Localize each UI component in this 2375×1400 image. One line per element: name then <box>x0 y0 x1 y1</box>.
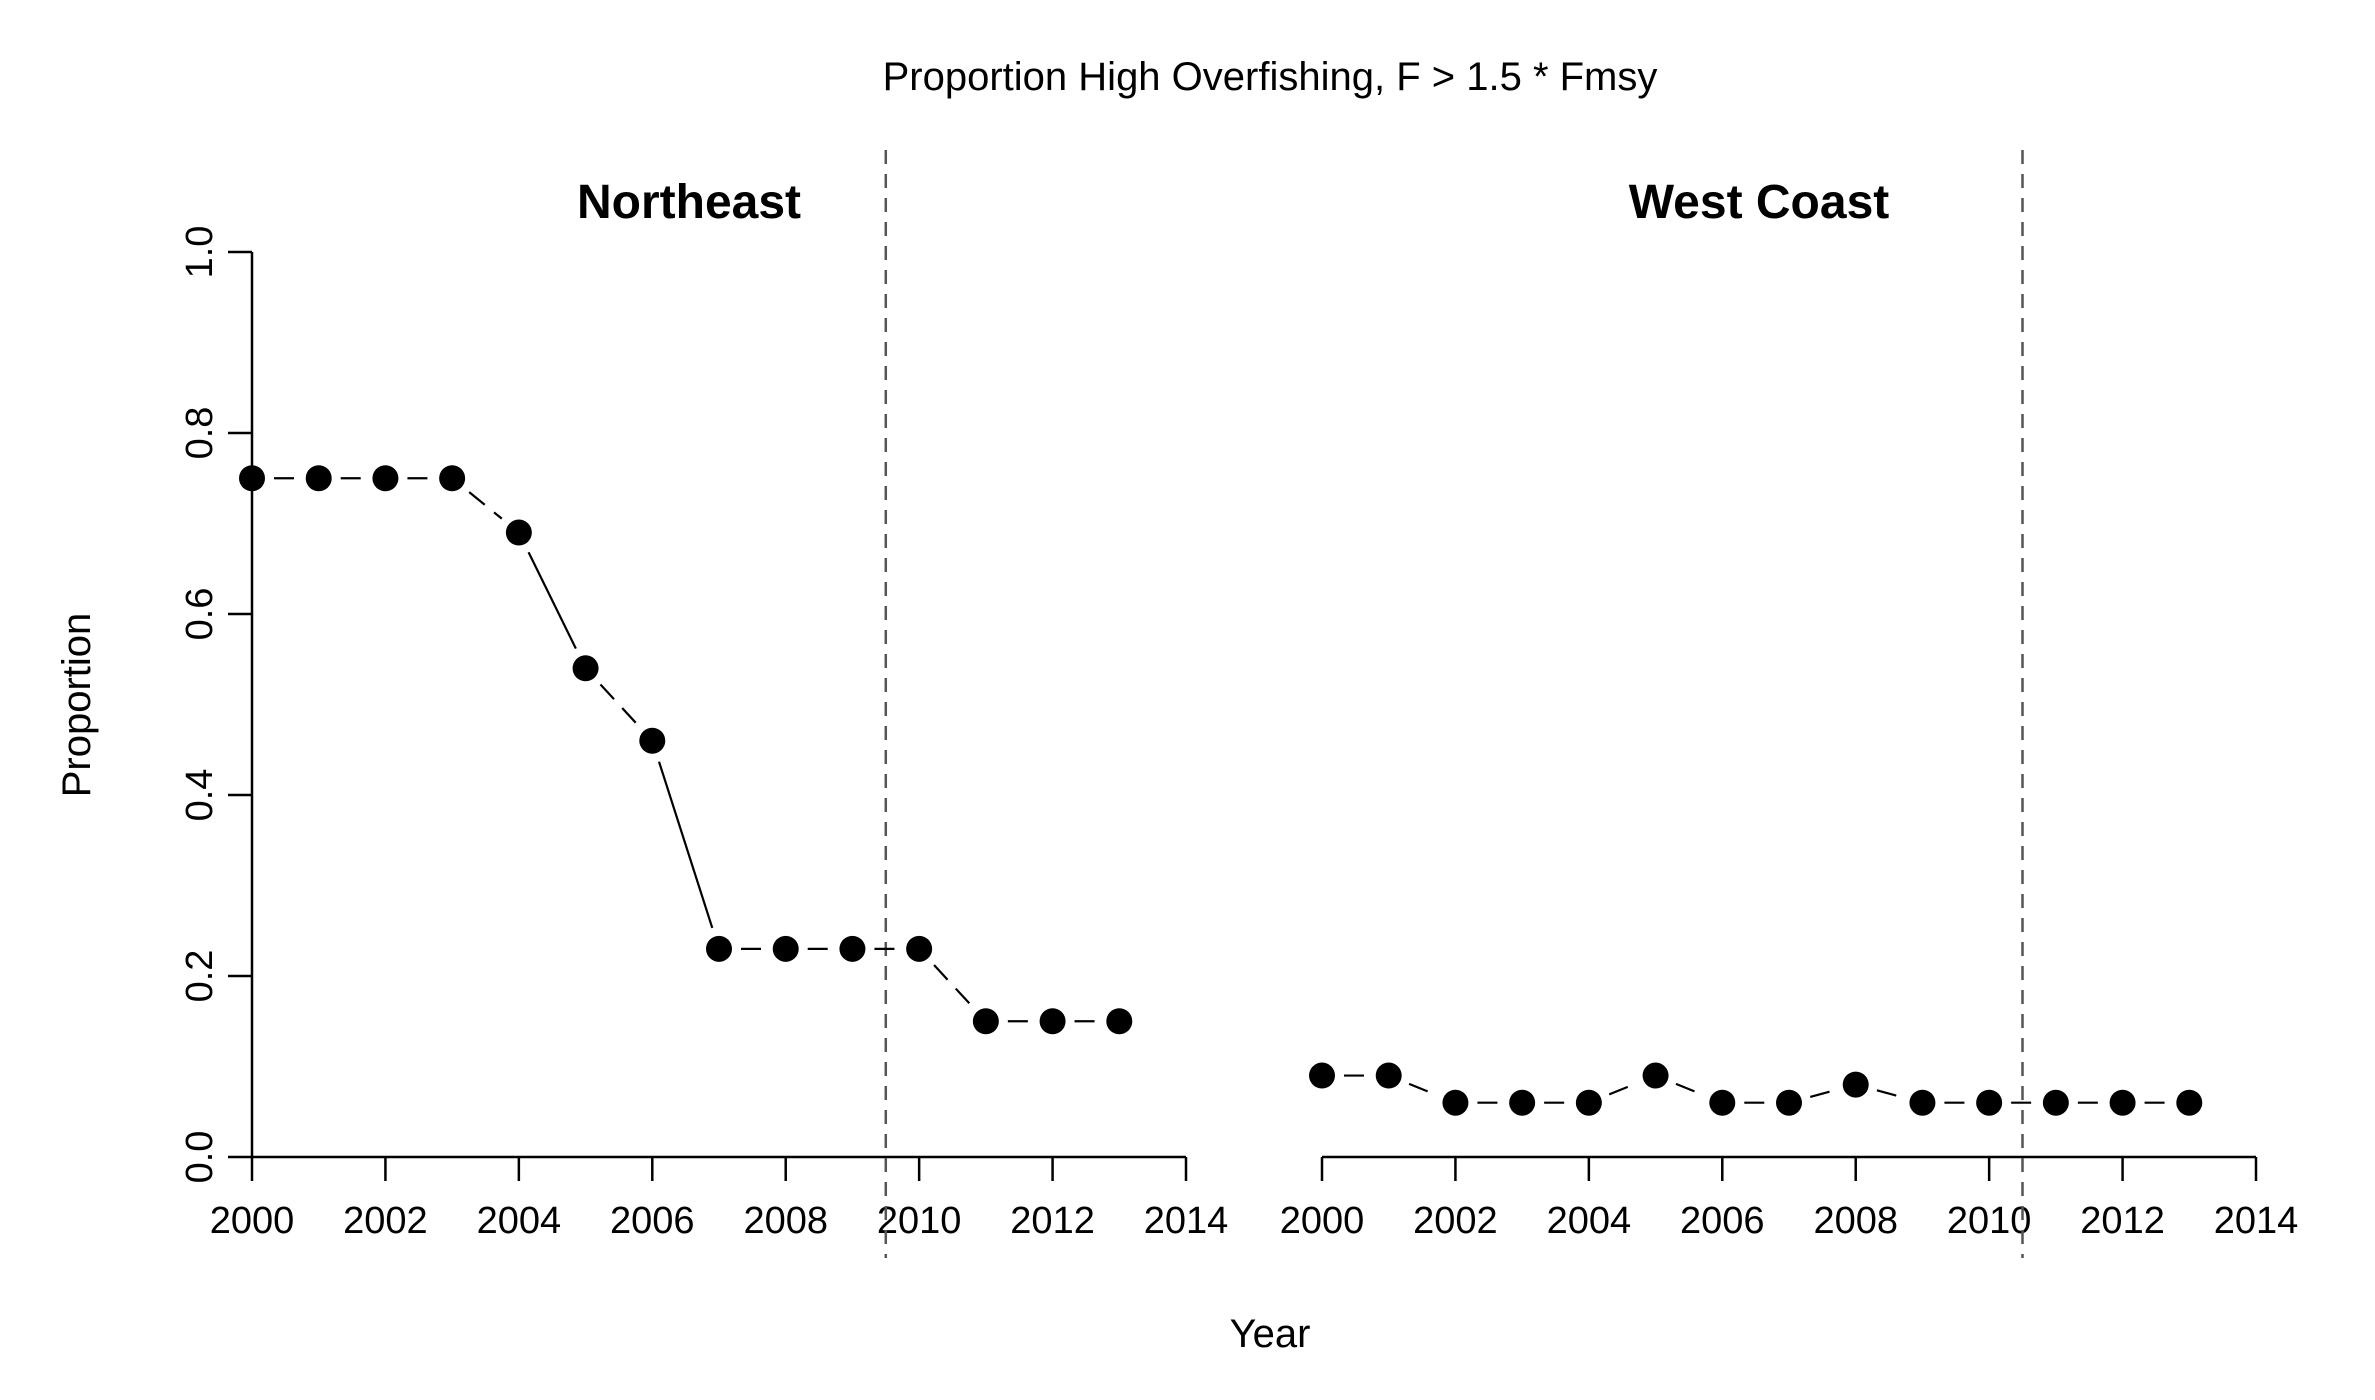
data-point <box>772 935 799 962</box>
data-point <box>972 1008 999 1035</box>
x-tick-label: 2000 <box>210 1200 295 1242</box>
data-point <box>1309 1062 1335 1089</box>
chart-title: Proportion High Overfishing, F > 1.5 * F… <box>883 55 1658 99</box>
x-tick-label: 2002 <box>343 1200 428 1242</box>
data-point <box>2109 1089 2136 1116</box>
panel-west-coast: West Coast 2000 2002 2004 2006 2008 2010 2012 20… <box>1280 150 2299 1258</box>
data-point <box>1709 1089 1736 1116</box>
y-axis-label: Proportion <box>55 613 99 798</box>
data-point <box>372 465 399 492</box>
series-segment <box>527 551 577 650</box>
data-point <box>572 655 599 682</box>
data-point <box>305 465 332 492</box>
x-tick-label: 2012 <box>2080 1200 2165 1242</box>
data-point <box>639 727 666 754</box>
x-tick-label: 2010 <box>1947 1200 2032 1242</box>
x-tick-label: 2006 <box>610 1200 695 1242</box>
y-tick-label: 1.0 <box>179 226 221 279</box>
data-point <box>1509 1089 1536 1116</box>
series-segment <box>1876 1089 1902 1099</box>
data-point <box>1375 1062 1402 1089</box>
data-point <box>839 935 866 962</box>
data-point <box>1776 1089 1802 1116</box>
data-point <box>706 935 732 962</box>
data-point <box>1106 1008 1133 1035</box>
data-point <box>2176 1089 2203 1116</box>
data-point <box>906 935 933 962</box>
data-point <box>2042 1089 2069 1116</box>
data-point <box>505 519 532 546</box>
data-point <box>1842 1071 1869 1098</box>
data-point <box>1909 1089 1936 1116</box>
x-axis-label: Year <box>1230 1312 1311 1356</box>
data-point <box>439 465 466 492</box>
x-tick-label: 2014 <box>1144 1200 1229 1242</box>
series-segment <box>1408 1082 1436 1096</box>
x-tick-label: 2012 <box>1010 1200 1095 1242</box>
data-point <box>1442 1089 1469 1116</box>
x-tick-label: 2006 <box>1680 1200 1765 1242</box>
series-segment <box>599 683 639 726</box>
x-tick-label: 2008 <box>743 1200 828 1242</box>
series-segment <box>1809 1089 1835 1099</box>
data-point <box>1575 1089 1602 1116</box>
y-tick-label: 0.2 <box>179 950 221 1003</box>
x-tick-label: 2004 <box>477 1200 562 1242</box>
series-segment <box>1675 1082 1703 1096</box>
x-tick-label: 2014 <box>2214 1200 2299 1242</box>
y-tick-label: 0.6 <box>179 588 221 641</box>
y-tick-label: 0.4 <box>179 769 221 822</box>
series-segment <box>657 761 714 929</box>
data-point <box>1642 1062 1669 1089</box>
x-tick-label: 2010 <box>877 1200 962 1242</box>
y-tick-label: 0.8 <box>179 407 221 460</box>
x-tick-label: 2008 <box>1813 1200 1898 1242</box>
panel-title: West Coast <box>1629 176 1890 229</box>
series-segment <box>933 964 972 1006</box>
series-segment <box>1608 1082 1636 1096</box>
x-tick-label: 2002 <box>1413 1200 1498 1242</box>
panel-title: Northeast <box>577 176 801 229</box>
x-tick-label: 2004 <box>1547 1200 1632 1242</box>
panel-northeast: Northeast 2000 2002 2004 2006 2008 2010 2012 201… <box>210 150 1229 1258</box>
y-tick-label: 0.0 <box>179 1131 221 1184</box>
data-point <box>1976 1089 2003 1116</box>
data-point <box>1039 1008 1066 1035</box>
data-point <box>239 465 265 492</box>
plot-layer: 0.0 0.2 0.4 0.6 0.8 1.0 Northeast 2000 2002 2004 2… <box>179 150 2298 1258</box>
x-tick-label: 2000 <box>1280 1200 1365 1242</box>
series-segment <box>468 491 503 520</box>
